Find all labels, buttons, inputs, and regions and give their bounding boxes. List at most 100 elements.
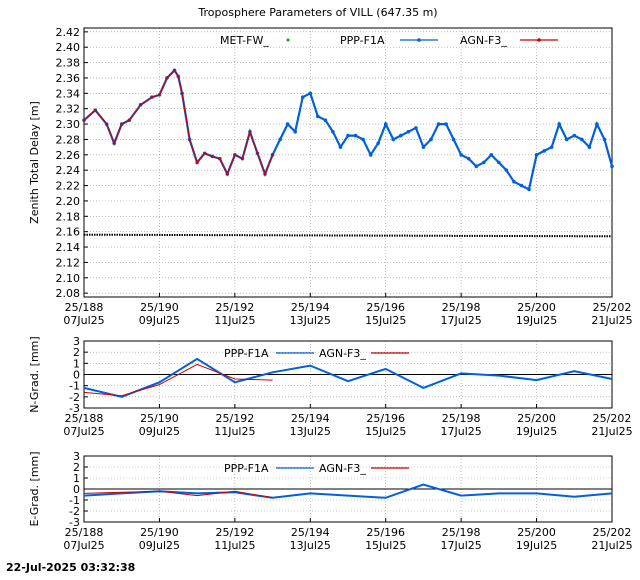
x-tick-label-doy: 25/198: [442, 412, 481, 425]
legend-label: PPP-F1A: [224, 462, 269, 475]
series-agn-f3-: [83, 490, 273, 499]
data-point: [195, 161, 199, 164]
series-line: [83, 69, 274, 176]
x-tick-label-doy: 25/190: [140, 301, 179, 314]
y-tick-label: -1: [69, 494, 80, 507]
series-ppp-f1a: [82, 68, 614, 192]
x-tick-label-doy: 25/190: [140, 526, 179, 539]
x-tick-label-date: 11Jul25: [214, 314, 255, 327]
data-point: [316, 114, 320, 119]
data-point: [323, 118, 328, 123]
x-tick-label-doy: 25/188: [65, 412, 104, 425]
data-point: [444, 122, 448, 126]
x-tick-label-doy: 25/202: [593, 412, 632, 425]
data-point: [504, 168, 509, 172]
data-point: [399, 133, 403, 138]
x-tick-label-date: 21Jul25: [591, 314, 632, 327]
x-tick-label-date: 09Jul25: [139, 314, 180, 327]
data-point: [391, 137, 396, 142]
x-tick-label-doy: 25/202: [593, 526, 632, 539]
data-point: [308, 91, 313, 96]
data-point: [436, 122, 441, 126]
data-point: [519, 183, 524, 188]
data-point: [120, 122, 123, 126]
x-tick-label-date: 19Jul25: [516, 539, 557, 552]
y-axis-label: Zenith Total Delay [m]: [28, 101, 41, 224]
data-point: [557, 122, 561, 126]
x-tick-label-doy: 25/198: [442, 526, 481, 539]
data-point: [112, 142, 116, 145]
x-tick-label-date: 11Jul25: [214, 425, 255, 438]
data-point: [368, 153, 373, 157]
x-tick-label-date: 13Jul25: [290, 314, 331, 327]
data-point: [233, 153, 237, 157]
y-tick-label: 0: [73, 483, 80, 496]
data-point: [139, 103, 142, 107]
y-tick-label: 1: [73, 357, 80, 370]
data-point: [128, 119, 131, 122]
y-tick-label: 2.24: [56, 164, 81, 177]
data-point: [451, 137, 456, 142]
y-tick-label: 2.12: [56, 256, 81, 269]
x-tick-label-date: 07Jul25: [63, 425, 104, 438]
x-tick-label-date: 09Jul25: [139, 539, 180, 552]
legend-label: AGN-F3_: [319, 462, 366, 475]
series-ppp-f1a: [83, 483, 613, 499]
data-point: [481, 160, 486, 165]
data-point: [331, 129, 335, 134]
y-tick-label: 2.16: [56, 226, 81, 239]
data-point: [602, 137, 607, 142]
x-tick-label-doy: 25/200: [517, 412, 556, 425]
series-agn-f3-: [83, 363, 273, 397]
y-tick-label: -3: [69, 402, 80, 415]
data-point: [587, 145, 592, 149]
y-tick-label: 2.38: [56, 57, 81, 70]
data-point: [346, 133, 350, 138]
data-point: [211, 155, 214, 158]
data-point: [361, 137, 365, 142]
plot-frame: [83, 27, 613, 298]
x-tick-label-date: 09Jul25: [139, 425, 180, 438]
legend: PPP-F1A AGN-F3_: [224, 347, 409, 360]
data-point: [263, 172, 267, 176]
footer-timestamp: 22-Jul-2025 03:32:38: [6, 561, 136, 574]
data-point: [542, 149, 546, 153]
series-agn-f3-: [82, 69, 274, 176]
y-tick-label: 2.36: [56, 72, 81, 85]
series-line: [83, 68, 614, 192]
x-tick-label-doy: 25/202: [593, 301, 632, 314]
x-tick-label-doy: 25/192: [216, 526, 255, 539]
data-point: [474, 164, 479, 169]
x-tick-label-date: 21Jul25: [591, 425, 632, 438]
data-point: [300, 95, 305, 99]
chart-title: Troposphere Parameters of VILL (647.35 m…: [197, 6, 437, 19]
x-tick-label-doy: 25/190: [140, 412, 179, 425]
data-point: [271, 153, 274, 157]
x-tick-label-doy: 25/192: [216, 301, 255, 314]
data-point: [285, 122, 290, 126]
x-tick-label-date: 17Jul25: [441, 314, 482, 327]
data-point: [188, 138, 191, 141]
x-tick-label-doy: 25/194: [291, 412, 330, 425]
legend-label: MET-FW_: [220, 34, 269, 47]
data-point: [94, 109, 97, 112]
data-point: [580, 137, 584, 142]
y-tick-label: 2.42: [56, 26, 81, 39]
x-tick-label-doy: 25/196: [366, 526, 405, 539]
x-tick-label-doy: 25/196: [366, 412, 405, 425]
data-point: [165, 76, 169, 80]
data-point: [241, 157, 244, 160]
data-point: [489, 153, 494, 157]
data-point: [549, 145, 554, 149]
y-tick-label: 2.40: [56, 41, 81, 54]
x-tick-label-date: 11Jul25: [214, 539, 255, 552]
data-point: [527, 187, 531, 192]
y-tick-label: 2.22: [56, 180, 81, 193]
plot-frame: [83, 340, 613, 409]
x-tick-label-date: 13Jul25: [290, 425, 331, 438]
y-tick-label: -3: [69, 516, 80, 529]
y-tick-label: 3: [73, 450, 80, 463]
